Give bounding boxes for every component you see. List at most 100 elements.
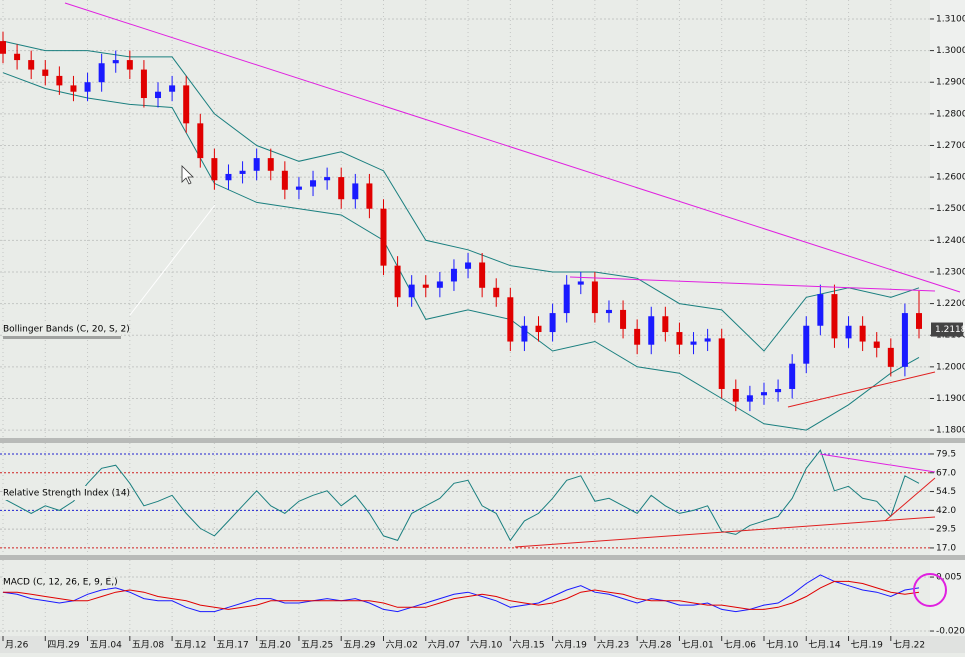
candle-body [366,183,373,209]
trend-line [787,371,936,408]
x-tick-label: 七月.01 [681,640,713,651]
series-line [3,580,920,610]
candle-body [324,177,331,181]
x-tick-label: 六月.10 [470,639,503,651]
cursor [181,165,194,185]
y-tick-label: 1.2700 [936,141,965,151]
indicator-label: Bollinger Bands (C, 20, S, 2) [3,325,130,335]
panel-divider [0,555,965,560]
candle-body [648,316,655,345]
y-tick-label: 1.2600 [936,173,965,183]
candle-body [338,177,345,200]
candle-body [591,281,598,314]
last-price-label: 1.2118 [935,325,965,335]
label-bg [3,486,115,500]
y-tick-label: 17.0 [936,543,956,553]
candle-body [183,85,190,124]
y-tick-label: 1.2300 [936,267,965,277]
candle-body [14,53,21,61]
candle-body [0,41,6,54]
trend-line [819,453,936,473]
indicator-label: Relative Strength Index (14) [3,489,130,499]
x-tick-label: 六月.23 [597,639,629,651]
candle-body [126,60,133,70]
candle-body [620,309,627,329]
candle-body [577,281,584,285]
y-tick-label: 1.2800 [936,109,965,119]
y-tick-label: 1.2000 [936,362,965,372]
x-tick-label: 六月.28 [639,639,672,651]
date-axis-bg [0,636,965,653]
y-tick-label: 79.5 [936,449,956,459]
candle-body [211,158,218,181]
candle-body [817,294,824,326]
trend-line [129,204,216,316]
label-bg [3,575,107,589]
x-tick-label: 五月.04 [90,640,123,651]
candle-body [760,392,767,396]
y-tick-label: 0.005 [936,573,962,583]
y-tick-label: 54.5 [936,487,956,497]
x-tick-label: 七月.06 [724,640,757,651]
candle-body [676,332,683,345]
candle-body [267,158,274,171]
candle-body [803,325,810,364]
candle-body [197,123,204,159]
candle-body [239,170,246,174]
candle-body [112,60,119,64]
y-tick-label: 42.0 [936,506,956,516]
candle-body [225,173,232,181]
candle-body [873,341,880,348]
candle-body [84,82,91,92]
x-tick-label: 五月.29 [343,640,376,651]
x-tick-label: 七月.10 [766,640,799,651]
candle-body [563,284,570,314]
y-tick-label: 1.2500 [936,204,965,214]
candle-body [155,91,162,99]
y-tick-label: 1.2200 [936,299,965,309]
series-line [2,574,920,613]
highlight-circle [913,573,947,607]
y-tick-label: 1.2400 [936,236,965,246]
x-tick-label: 七月.14 [808,640,841,651]
candle-body [493,287,500,298]
candle-body [281,170,288,190]
y-tick-label: 1.1900 [936,394,965,404]
candle-body [887,347,894,367]
candle-body [789,363,796,389]
candle-body [662,316,669,333]
candle-body [746,395,753,402]
x-tick-label: 六月.02 [385,639,417,651]
candle-body [605,309,612,314]
candle-body [42,69,49,76]
y-tick-label: 1.3100 [936,14,965,24]
candle-body [690,341,697,345]
x-tick-label: 四月.29 [47,640,80,651]
candle-body [507,297,514,342]
x-tick-label: 五月.12 [174,640,206,651]
candle-body [775,388,782,393]
candle-body [253,158,260,171]
y-tick-label: 1.1800 [936,426,965,436]
trend-line [884,477,936,522]
label-underline [3,336,121,339]
x-tick-label: 五月.25 [301,640,333,651]
candle-body [70,85,77,92]
x-tick-label: 六月.07 [428,639,460,651]
y-tick-label: 29.5 [936,525,956,535]
x-tick-label: 五月.08 [132,640,165,651]
trend-line [569,276,936,292]
candle-body [704,338,711,342]
candle-body [634,328,641,345]
x-tick-label: 六月.19 [555,639,588,651]
candle-body [916,313,922,329]
candle-body [859,325,866,342]
upper-band [2,40,920,352]
candle-body [56,75,63,86]
candle-body [352,183,359,200]
trend-line [514,516,936,548]
x-tick-label: 六月.15 [512,639,544,651]
candle-body [845,325,852,339]
